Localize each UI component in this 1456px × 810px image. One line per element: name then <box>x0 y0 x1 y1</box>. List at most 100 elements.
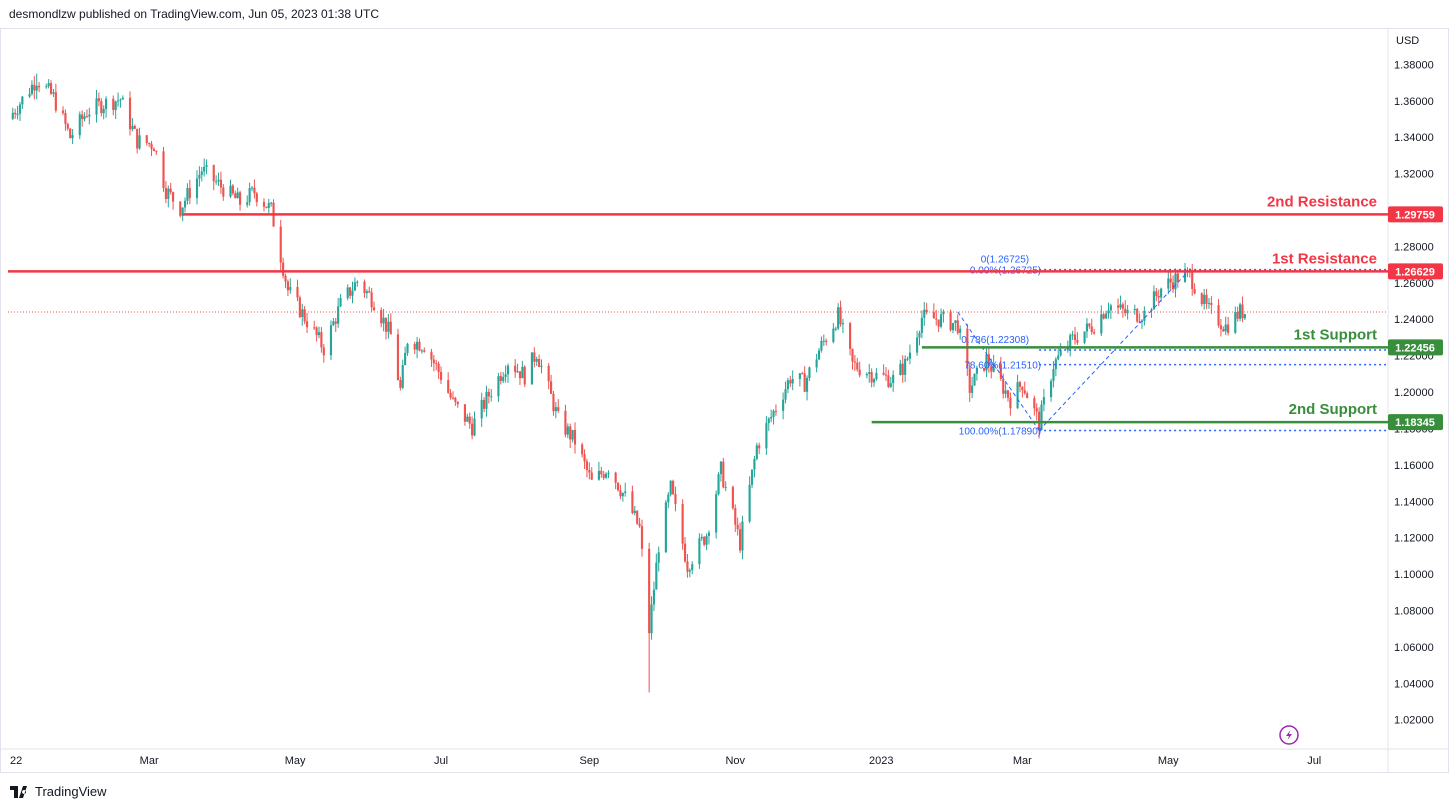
candle-body <box>215 181 218 183</box>
candle-body <box>590 472 593 480</box>
level-price-tag <box>1388 414 1443 431</box>
candle-body <box>1016 382 1019 409</box>
candle-body <box>136 128 139 149</box>
candle-body <box>49 83 53 94</box>
candle-body <box>557 407 560 411</box>
candle-body <box>533 352 536 362</box>
footer: TradingView <box>10 784 107 799</box>
candle-body <box>932 312 935 319</box>
candle-body <box>1155 291 1158 296</box>
candle-body <box>700 536 703 539</box>
candle-body <box>638 523 641 527</box>
candle-body <box>1085 323 1089 332</box>
candle-body <box>614 472 617 483</box>
candle-body <box>791 378 794 384</box>
candle-body <box>329 325 333 356</box>
candle-body <box>1033 398 1036 409</box>
candle-body <box>573 429 577 445</box>
candle-body <box>322 347 325 356</box>
candle-body <box>633 510 636 514</box>
candle-body <box>231 185 234 194</box>
candle-body <box>956 320 959 333</box>
candle-body <box>937 319 940 327</box>
candle-body <box>552 393 555 412</box>
lightning-icon[interactable] <box>1279 725 1299 745</box>
candle-body <box>138 135 141 149</box>
candle-body <box>334 321 337 324</box>
candle-body <box>339 298 342 307</box>
candle-body <box>822 340 825 342</box>
price-tick-label: 1.06000 <box>1394 642 1434 654</box>
candle-body <box>767 418 770 424</box>
candle-body <box>303 309 306 322</box>
candle-body <box>1002 378 1005 394</box>
candle-body <box>825 340 828 343</box>
candle-body <box>164 188 167 199</box>
candle-body <box>648 548 651 634</box>
candle-body <box>916 337 919 353</box>
candle-body <box>1222 329 1225 332</box>
candle-body <box>298 297 301 317</box>
candle-body <box>518 371 522 379</box>
candle-body <box>884 374 888 376</box>
candle-body <box>423 350 426 352</box>
candle-body <box>372 307 376 311</box>
candle-body <box>906 358 909 360</box>
candle-body <box>758 445 761 449</box>
candle-body <box>430 351 433 360</box>
candle-body <box>832 328 835 343</box>
price-tick-label: 1.28000 <box>1394 241 1434 253</box>
candle-body <box>1071 334 1074 336</box>
candle-body <box>179 201 182 216</box>
candle-body <box>279 226 282 263</box>
candle-body <box>346 287 349 299</box>
fib-level-label: 0(1.26725) <box>981 255 1029 266</box>
candle-body <box>765 423 768 449</box>
price-tick-label: 1.12000 <box>1394 533 1434 545</box>
time-tick-label: Jul <box>434 755 448 767</box>
price-tick-label: 1.34000 <box>1394 132 1434 144</box>
time-tick-label: 2023 <box>869 755 893 767</box>
candle-body <box>473 418 476 436</box>
candle-body <box>652 589 656 605</box>
candle-body <box>899 363 902 376</box>
candle-body <box>583 454 586 462</box>
candle-body <box>1069 335 1072 348</box>
candle-body <box>18 104 22 114</box>
candle-body <box>540 365 543 367</box>
tradingview-logo-icon <box>10 785 27 798</box>
candle-body <box>162 151 165 189</box>
candle-body <box>203 166 206 172</box>
candle-body <box>449 392 452 398</box>
candle-body <box>1160 288 1163 298</box>
candle-body <box>839 307 842 325</box>
candle-body <box>1109 305 1112 311</box>
candle-body <box>815 359 818 368</box>
time-tick-label: Mar <box>140 755 159 767</box>
candle-body <box>731 487 734 509</box>
candle-body <box>14 112 17 115</box>
candle-body <box>624 491 627 494</box>
candle-body <box>753 458 756 470</box>
candle-body <box>1035 408 1038 412</box>
candle-body <box>116 100 120 102</box>
candle-body <box>186 188 189 201</box>
candle-body <box>724 487 727 489</box>
candle-body <box>353 282 356 291</box>
candle-body <box>418 341 421 351</box>
candle-body <box>619 490 622 497</box>
candle-body <box>1059 350 1062 356</box>
candle-body <box>33 84 36 91</box>
candle-body <box>971 385 974 393</box>
candle-body <box>100 101 103 114</box>
price-tick-label: 1.38000 <box>1394 59 1434 71</box>
candle-body <box>566 426 569 435</box>
candle-body <box>631 491 634 514</box>
candle-body <box>30 84 34 95</box>
candle-body <box>502 376 505 382</box>
candle-body <box>683 543 687 562</box>
candle-body <box>1217 304 1220 326</box>
candle-body <box>1009 397 1012 409</box>
